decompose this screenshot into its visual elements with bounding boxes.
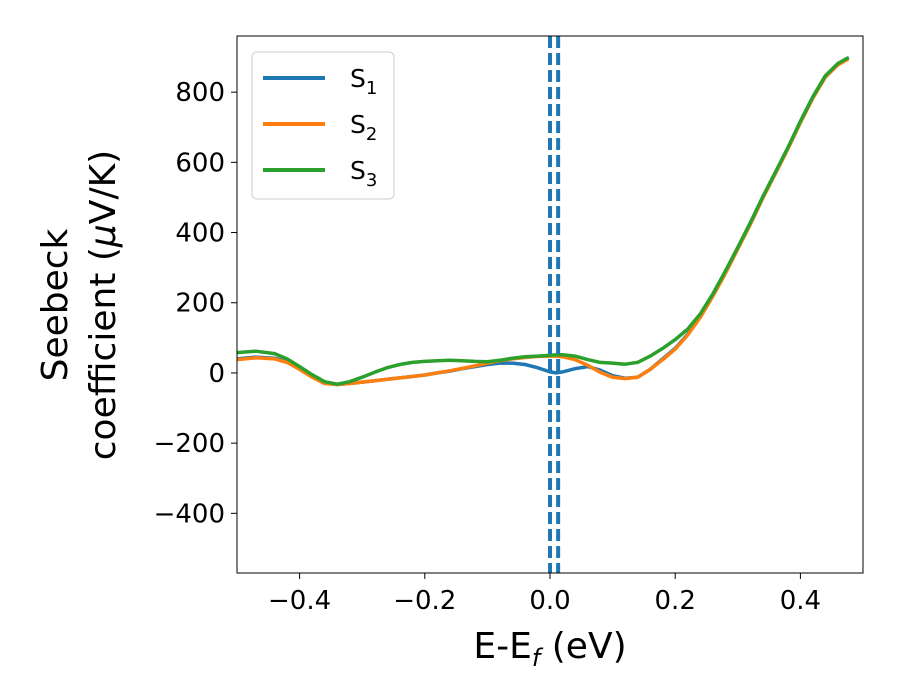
x-axis-label: E-Ef (eV) <box>473 626 626 672</box>
x-tick-label: 0.0 <box>529 586 570 616</box>
x-tick-label: 0.2 <box>655 586 696 616</box>
legend-label-s1: S1 <box>350 64 377 99</box>
y-tick-label: 0 <box>208 359 225 389</box>
y-tick-label: 800 <box>175 78 225 108</box>
y-tick-label: −200 <box>154 429 225 459</box>
y-tick-label: −400 <box>154 499 225 529</box>
y-tick-label: 400 <box>175 219 225 249</box>
x-tick-label: 0.4 <box>780 586 821 616</box>
vertical-lines <box>548 36 561 573</box>
y-tick-label: 200 <box>175 289 225 319</box>
legend-label-s3: S3 <box>350 156 377 191</box>
series-line-s3 <box>237 56 850 386</box>
x-tick-label: −0.4 <box>268 586 331 616</box>
plot-area <box>237 56 850 387</box>
y-axis-label: Seebeck coefficient (μV/K) <box>35 150 124 460</box>
y-axis: −400 −200 0 200 400 600 800 <box>154 78 237 529</box>
y-tick-label: 600 <box>175 148 225 178</box>
legend: S1 S2 S3 <box>251 51 395 200</box>
x-tick-label: −0.2 <box>393 586 456 616</box>
y-axis-label-line1: Seebeck <box>35 228 76 381</box>
x-axis: −0.4 −0.2 0.0 0.2 0.4 <box>268 573 821 616</box>
y-axis-label-line2: coefficient (μV/K) <box>83 150 124 460</box>
legend-label-s2: S2 <box>350 110 377 145</box>
